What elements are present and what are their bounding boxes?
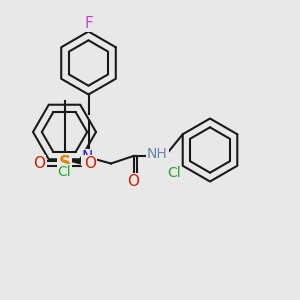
Text: NH: NH (147, 148, 168, 161)
Text: O: O (128, 174, 140, 189)
Text: O: O (33, 156, 45, 171)
Text: Cl: Cl (167, 166, 181, 180)
Text: N: N (81, 150, 93, 165)
Text: S: S (58, 154, 70, 172)
Text: F: F (84, 16, 93, 32)
Text: O: O (84, 156, 96, 171)
Text: Cl: Cl (58, 165, 71, 179)
